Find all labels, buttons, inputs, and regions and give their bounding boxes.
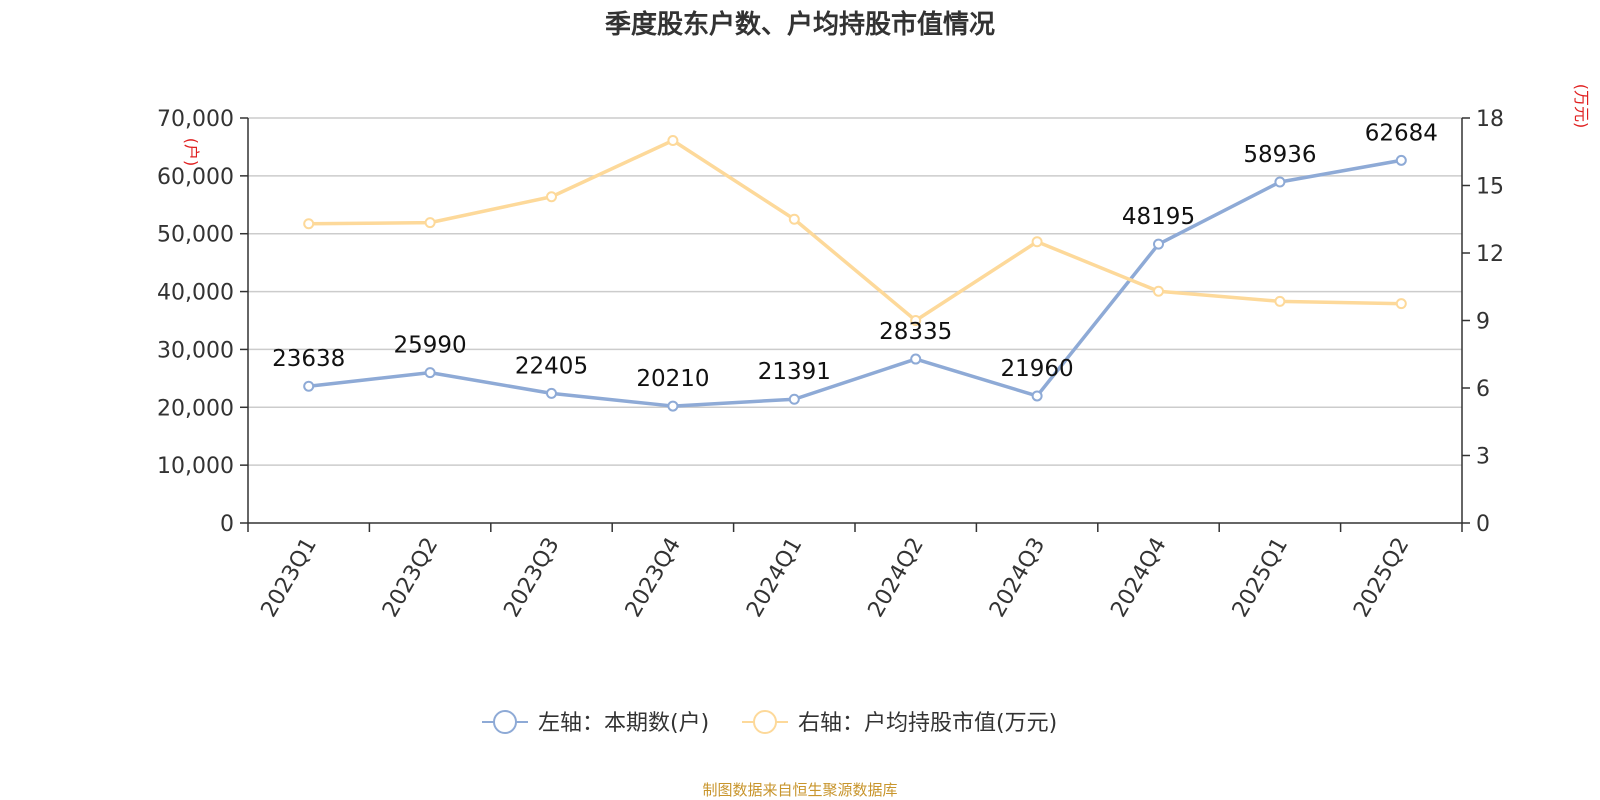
legend: 左轴：本期数(户) 右轴：户均持股市值(万元) xyxy=(482,710,1057,736)
x-tick-label: 2024Q2 xyxy=(864,534,929,622)
series-1 xyxy=(303,154,1407,412)
data-point xyxy=(667,400,679,412)
right-tick-label: 18 xyxy=(1476,107,1504,132)
x-axis-ticks: 2023Q1 2023Q2 2023Q3 2023Q4 2024Q1 2024Q2 2024… xyxy=(247,523,1463,622)
x-tick-label: 2024Q3 xyxy=(985,534,1050,622)
data-label: 62684 xyxy=(1365,120,1438,146)
left-tick-label: 70,000 xyxy=(157,107,234,132)
data-point xyxy=(667,135,679,146)
legend-label: 右轴：户均持股市值(万元) xyxy=(798,711,1057,736)
right-axis-unit: (万元) xyxy=(1572,84,1591,129)
legend-item-1: 左轴：本期数(户) xyxy=(482,710,709,736)
data-label: 58936 xyxy=(1243,142,1316,168)
left-tick-label: 0 xyxy=(220,512,234,537)
series-2 xyxy=(303,135,1407,326)
legend-marker xyxy=(753,710,777,734)
data-point xyxy=(546,191,557,203)
right-tick-label: 3 xyxy=(1476,445,1490,470)
data-point xyxy=(1395,298,1407,310)
data-source: 制图数据来自恒生聚源数据库 xyxy=(702,781,898,799)
legend-item-2: 右轴：户均持股市值(万元) xyxy=(742,710,1057,736)
data-point xyxy=(1274,295,1286,307)
data-label: 21391 xyxy=(758,359,831,385)
data-point xyxy=(1153,285,1164,297)
data-point xyxy=(1153,238,1164,250)
data-point xyxy=(1395,154,1407,166)
data-point xyxy=(546,387,557,399)
series-layer: 23638 25990 22405 20210 21391 28335 21960 48195… xyxy=(272,120,1438,412)
data-label: 23638 xyxy=(272,346,345,372)
data-point xyxy=(303,380,315,392)
left-tick-label: 60,000 xyxy=(157,165,234,190)
series-line xyxy=(308,158,1402,408)
right-axis-ticks: 0 3 6 9 12 15 18 xyxy=(1462,107,1504,537)
left-tick-label: 20,000 xyxy=(157,396,234,421)
data-label: 28335 xyxy=(879,319,952,345)
data-point xyxy=(1274,176,1286,188)
data-point xyxy=(910,353,922,365)
data-label: 22405 xyxy=(515,353,588,379)
legend-label: 左轴：本期数(户) xyxy=(538,711,709,736)
data-label: 20210 xyxy=(636,366,709,392)
x-tick-label: 2023Q4 xyxy=(621,534,686,622)
data-point xyxy=(1031,236,1043,248)
legend-marker xyxy=(493,710,517,734)
left-tick-label: 10,000 xyxy=(157,454,234,479)
left-axis-unit: (户) xyxy=(182,138,201,167)
data-point xyxy=(424,217,436,229)
right-tick-label: 12 xyxy=(1476,242,1504,267)
x-tick-label: 2025Q2 xyxy=(1349,534,1414,622)
x-tick-label: 2023Q3 xyxy=(499,534,564,622)
x-tick-label: 2024Q4 xyxy=(1106,534,1171,622)
grid-lines xyxy=(248,117,1462,466)
x-tick-label: 2023Q1 xyxy=(257,534,322,622)
left-tick-label: 50,000 xyxy=(157,223,234,248)
right-tick-label: 6 xyxy=(1476,377,1490,402)
x-tick-label: 2024Q1 xyxy=(742,534,807,622)
data-point xyxy=(788,213,800,225)
data-point xyxy=(910,315,922,326)
right-tick-label: 9 xyxy=(1476,310,1490,335)
x-tick-label: 2025Q1 xyxy=(1228,534,1293,622)
left-tick-label: 40,000 xyxy=(157,281,234,306)
right-tick-label: 0 xyxy=(1476,512,1490,537)
right-tick-label: 15 xyxy=(1476,175,1504,200)
data-point xyxy=(303,218,315,230)
data-label: 21960 xyxy=(1001,356,1074,382)
data-point xyxy=(788,393,800,405)
data-label: 48195 xyxy=(1122,204,1195,230)
x-tick-label: 2023Q2 xyxy=(378,534,443,622)
data-point xyxy=(1031,390,1043,402)
data-point xyxy=(424,367,436,379)
series-line xyxy=(308,138,1402,323)
left-tick-label: 30,000 xyxy=(157,338,234,363)
data-label: 25990 xyxy=(394,333,467,359)
chart-title: 季度股东户数、户均持股市值情况 xyxy=(604,10,995,40)
left-axis-ticks: 0 10,000 20,000 30,000 40,000 50,000 60,000 70,… xyxy=(157,107,248,537)
